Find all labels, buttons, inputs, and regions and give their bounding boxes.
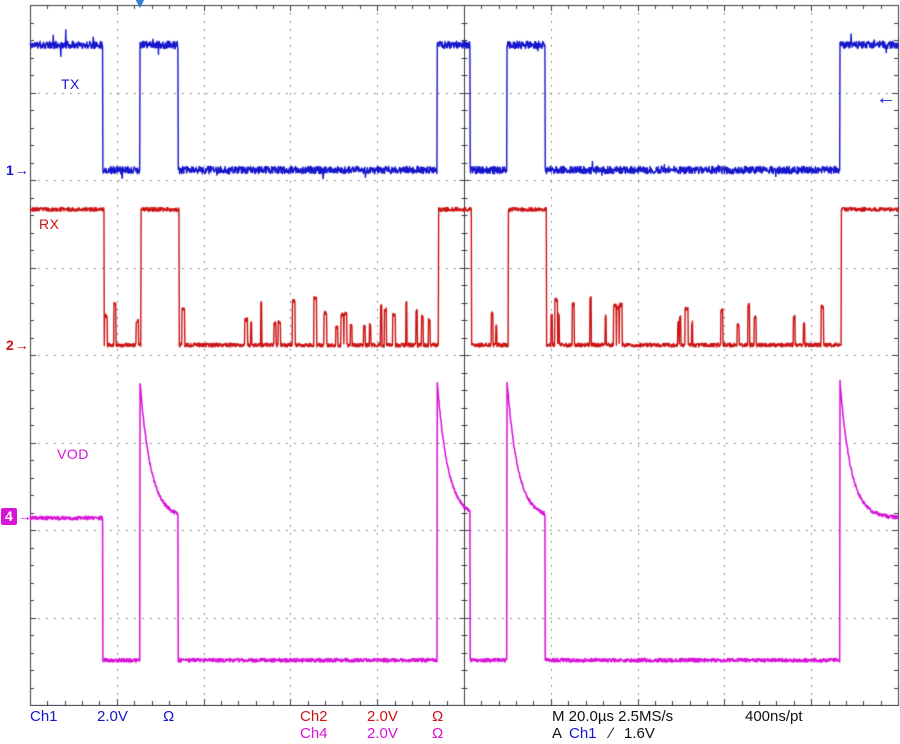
right-arrow-icon: → (14, 162, 29, 178)
trace-label-vod: VOD (57, 446, 89, 462)
ch4-label: Ch4 (300, 725, 328, 742)
trace-label-rx: RX (39, 216, 60, 232)
ch2-scale: 2.0V (367, 708, 398, 725)
ch1-scale: 2.0V (97, 708, 128, 725)
ch2-readout: Ch2 2.0V Ω (300, 708, 443, 725)
timebase-text: M 20.0µs 2.5MS/s (552, 708, 674, 725)
trigger-source: Ch1 (569, 725, 597, 742)
trace-label-tx: TX (61, 76, 80, 92)
ch2-coupling-icon: Ω (432, 708, 444, 725)
ch4-marker-number: 4 (1, 508, 17, 525)
point-rate-readout: 400ns/pt (745, 708, 803, 725)
right-arrow-icon: → (14, 337, 29, 353)
ch1-readout: Ch1 2.0V Ω (30, 708, 174, 725)
point-rate-text: 400ns/pt (745, 708, 803, 725)
ch4-readout: Ch4 2.0V Ω (300, 725, 443, 742)
ch1-coupling-icon: Ω (163, 708, 175, 725)
ch4-scale: 2.0V (367, 725, 398, 742)
status-bar: Ch1 2.0V Ω Ch2 2.0V Ω M 20.0µs 2.5MS/s 400ns… (0, 706, 900, 744)
trigger-readout: A Ch1 ∕ 1.6V (552, 725, 655, 742)
ch1-label: Ch1 (30, 708, 58, 725)
ch4-ground-marker: 4 → (1, 508, 32, 525)
ch1-ground-marker: 1 → (6, 162, 29, 179)
trigger-mode: A (552, 725, 563, 742)
trigger-position-icon: ▼ (132, 0, 148, 12)
timebase-readout: M 20.0µs 2.5MS/s (552, 708, 673, 725)
ch2-ground-marker: 2 → (6, 337, 29, 354)
trigger-level-arrow-icon: ← (876, 87, 896, 109)
ch2-label: Ch2 (300, 708, 328, 725)
right-arrow-icon: → (17, 508, 32, 524)
trigger-level: 1.6V (624, 725, 655, 742)
ch2-marker-number: 2 (6, 337, 14, 353)
ch4-coupling-icon: Ω (432, 725, 444, 742)
trigger-slope-icon: ∕ (610, 725, 613, 742)
ch1-marker-number: 1 (6, 162, 14, 178)
waveform-display (0, 0, 900, 706)
